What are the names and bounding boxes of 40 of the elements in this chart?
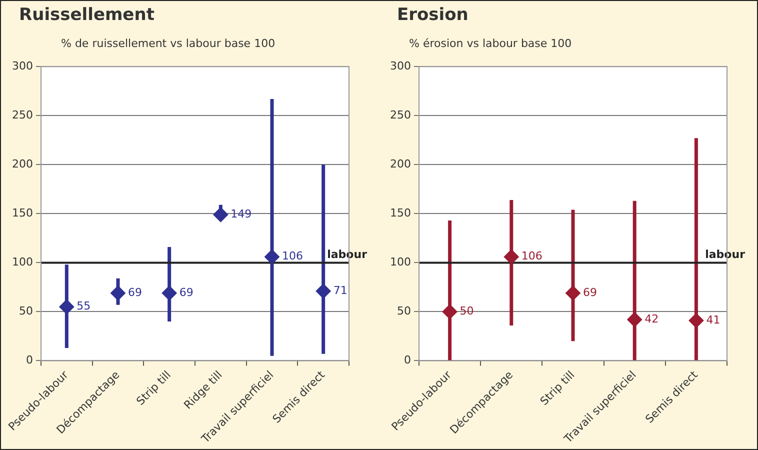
ref-line-label: labour	[327, 248, 368, 262]
y-axis-title: % érosion vs labour base 100	[409, 37, 572, 50]
point	[316, 284, 331, 299]
y-tick-label: 150	[12, 206, 33, 220]
data-label: 41	[706, 313, 720, 326]
y-tick-label: 50	[396, 304, 411, 318]
point	[504, 249, 519, 264]
y-tick-label: 250	[390, 108, 411, 122]
data-label: 69	[583, 286, 597, 299]
point	[688, 313, 704, 328]
point	[442, 304, 458, 320]
y-axis-title: % de ruissellement vs labour base 100	[61, 37, 276, 50]
y-tick-label: 0	[404, 354, 411, 367]
y-tick-label: 0	[26, 354, 33, 367]
chart-title: Ruissellement	[19, 5, 154, 25]
point	[162, 286, 177, 301]
chart-title: Erosion	[397, 5, 468, 25]
point	[213, 207, 228, 222]
data-label: 42	[644, 312, 659, 326]
y-tick-label: 300	[390, 59, 411, 72]
data-label: 71	[333, 284, 348, 297]
ref-line-label: labour	[705, 248, 746, 262]
y-tick-label: 200	[12, 158, 33, 171]
data-label: 69	[128, 286, 142, 299]
y-tick-label: 300	[12, 59, 33, 72]
point	[264, 249, 280, 264]
y-tick-label: 100	[12, 256, 33, 269]
data-label: 55	[76, 300, 91, 313]
data-label: 106	[521, 250, 542, 263]
point	[566, 286, 580, 301]
data-label: 106	[282, 250, 303, 263]
y-tick-label: 100	[390, 256, 411, 269]
point	[59, 299, 74, 314]
y-tick-label: 250	[12, 108, 33, 122]
y-tick-label: 200	[390, 158, 411, 171]
point	[627, 312, 642, 328]
point	[110, 286, 126, 301]
y-tick-label: 50	[18, 304, 33, 318]
data-label: 69	[179, 286, 194, 299]
y-tick-label: 150	[390, 206, 411, 220]
